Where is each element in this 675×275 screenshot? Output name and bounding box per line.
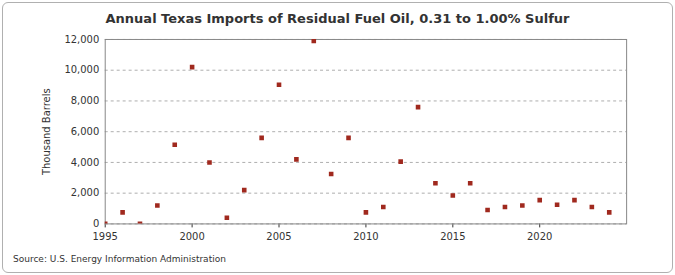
svg-text:12,000: 12,000 bbox=[64, 34, 99, 45]
svg-text:6,000: 6,000 bbox=[71, 126, 100, 137]
svg-text:2005: 2005 bbox=[266, 231, 291, 242]
svg-text:2010: 2010 bbox=[353, 231, 378, 242]
svg-text:1995: 1995 bbox=[93, 231, 118, 242]
html-text:Source: U.S. Energy Informatio: Source: U.S. Energy Information Administ… bbox=[13, 254, 226, 264]
svg-text:8,000: 8,000 bbox=[71, 95, 100, 106]
html-text:Annual Texas Imports of Residu: Annual Texas Imports of Residual Fuel Oi… bbox=[105, 11, 570, 26]
svg-text:4,000: 4,000 bbox=[71, 157, 100, 168]
svg-text:2,000: 2,000 bbox=[71, 187, 100, 198]
svg-text:0: 0 bbox=[93, 218, 99, 229]
svg-text:2020: 2020 bbox=[527, 231, 552, 242]
svg-text:10,000: 10,000 bbox=[64, 64, 99, 75]
svg-text:2015: 2015 bbox=[440, 231, 465, 242]
svg-text:2000: 2000 bbox=[179, 231, 204, 242]
svg-text:Thousand Barrels: Thousand Barrels bbox=[41, 88, 52, 176]
